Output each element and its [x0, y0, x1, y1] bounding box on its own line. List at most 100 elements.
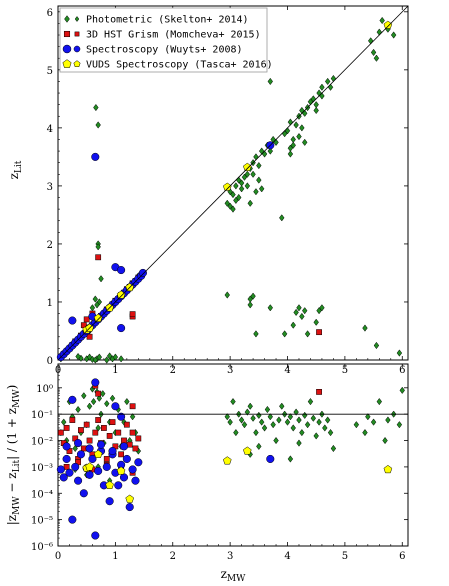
data-point	[365, 413, 371, 421]
data-point	[124, 397, 130, 406]
bottom-ytick-label: 10⁻²	[31, 437, 53, 448]
data-point	[68, 316, 77, 325]
data-point	[86, 333, 93, 340]
data-point	[279, 402, 285, 410]
data-point	[379, 16, 385, 25]
data-point	[367, 37, 374, 45]
series-square	[60, 254, 322, 358]
data-point	[103, 456, 110, 462]
data-point	[256, 442, 262, 451]
data-point	[125, 503, 134, 512]
top-ytick-label: 1	[47, 298, 53, 309]
bottom-xtick-label: 3	[227, 551, 233, 562]
data-point	[114, 481, 123, 490]
data-point	[302, 138, 308, 146]
data-point	[241, 173, 248, 181]
legend-entry: Spectroscopy (Wuyts+ 2008)	[62, 45, 243, 56]
data-point	[94, 466, 103, 476]
data-point	[383, 464, 393, 474]
data-point	[376, 397, 383, 406]
data-point	[324, 416, 331, 424]
data-point	[75, 405, 81, 414]
data-point	[304, 330, 311, 338]
data-point	[253, 188, 259, 196]
data-point	[68, 515, 77, 524]
data-point	[244, 182, 251, 190]
data-point	[100, 390, 106, 398]
data-point	[119, 473, 129, 482]
data-point	[241, 421, 248, 429]
data-point	[83, 421, 90, 428]
data-point	[96, 440, 106, 449]
data-point	[302, 411, 308, 419]
legend-label: Spectroscopy (Wuyts+ 2008)	[86, 45, 243, 56]
data-point	[227, 418, 233, 426]
data-point	[104, 356, 110, 364]
data-point	[330, 74, 337, 83]
legend-marker	[63, 30, 71, 38]
data-point	[95, 254, 102, 261]
data-point	[247, 301, 253, 309]
data-point	[296, 304, 302, 312]
top-ytick-label: 4	[47, 124, 53, 135]
bottom-xtick-label: 5	[342, 551, 348, 562]
bottom-ytick-label: 10⁻⁴	[31, 489, 53, 500]
legend-box	[59, 7, 268, 73]
data-point	[89, 304, 96, 312]
data-point	[238, 416, 245, 424]
bottom-plot-frame	[57, 363, 409, 547]
bottom-ytick-label: 10⁻³	[31, 463, 53, 474]
data-point	[125, 494, 134, 503]
data-point	[370, 418, 377, 426]
data-point	[123, 421, 130, 428]
data-point	[370, 48, 377, 57]
data-point	[122, 454, 131, 464]
data-point	[267, 147, 274, 155]
data-point	[102, 462, 111, 471]
data-point	[112, 353, 119, 361]
data-point	[85, 462, 94, 471]
data-point	[129, 403, 136, 410]
data-point	[382, 436, 388, 445]
data-point	[88, 454, 97, 464]
data-point	[90, 397, 97, 406]
data-point	[105, 497, 114, 506]
data-point	[74, 476, 83, 485]
data-point	[68, 395, 77, 404]
data-point	[94, 301, 100, 309]
data-point	[383, 20, 393, 29]
data-point	[316, 329, 322, 336]
data-point	[243, 162, 252, 171]
legend-entry: VUDS Spectroscopy (Tasca+ 2016)	[62, 59, 273, 71]
data-point	[95, 243, 101, 251]
legend-marker	[74, 16, 80, 22]
data-point	[296, 416, 302, 424]
data-point	[118, 355, 124, 363]
data-point	[227, 202, 233, 210]
data-point	[399, 386, 405, 394]
data-point	[56, 465, 65, 474]
data-point	[258, 418, 265, 426]
bottom-scatter-panel: 0 1 2 3 4 5 6 10⁻⁶ 10⁻⁵ 10⁻⁴ 10⁻³ 10⁻² 10⁻¹ 10⁰ |zMW …	[5, 363, 409, 584]
data-point	[264, 405, 271, 414]
legend-entry: Photometric (Skelton+ 2014)	[64, 15, 249, 26]
data-point	[98, 275, 104, 283]
data-point	[324, 77, 331, 86]
top-xtick-label: 5	[342, 365, 348, 376]
data-point	[230, 397, 236, 406]
top-xtick-label: 6	[399, 365, 405, 376]
data-point	[135, 435, 142, 442]
data-point	[316, 418, 322, 426]
data-point	[267, 413, 274, 421]
data-point	[83, 316, 90, 323]
data-point	[81, 392, 87, 400]
data-point	[72, 444, 78, 453]
data-point	[385, 416, 391, 424]
data-point	[256, 411, 262, 419]
data-point	[108, 446, 117, 456]
data-point	[74, 439, 83, 448]
data-point	[290, 141, 296, 149]
data-point	[310, 414, 317, 422]
data-point	[93, 103, 99, 112]
